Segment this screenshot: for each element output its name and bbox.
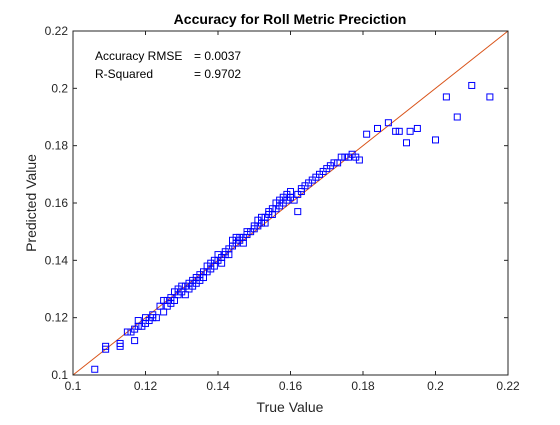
r-squared-value: = 0.9702 <box>194 67 241 81</box>
x-axis-label: True Value <box>257 399 324 415</box>
data-point <box>337 153 345 161</box>
data-point <box>384 119 392 127</box>
data-point <box>91 365 99 373</box>
data-point <box>392 127 400 135</box>
data-point <box>200 268 207 276</box>
data-point <box>102 345 110 353</box>
data-point <box>225 251 233 259</box>
y-tick-label: 0.1 <box>51 368 68 382</box>
data-point <box>403 139 410 147</box>
data-point <box>160 308 168 316</box>
data-point <box>160 296 168 304</box>
chart-title: Accuracy for Roll Metric Preciction <box>174 11 407 27</box>
data-point <box>442 93 450 101</box>
annotation-box: Accuracy RMSE = 0.0037 R-Squared = 0.970… <box>95 49 241 81</box>
y-tick-label: 0.22 <box>45 24 69 38</box>
rmse-label: Accuracy RMSE <box>95 49 182 63</box>
data-point <box>181 291 189 299</box>
y-tick-label: 0.14 <box>45 253 69 267</box>
r-squared-label: R-Squared <box>95 67 153 81</box>
data-point <box>152 314 160 322</box>
y-tick-label: 0.16 <box>45 196 69 210</box>
data-point <box>149 314 157 322</box>
y-axis-ticks: 0.1 0.12 0.14 0.16 0.18 0.2 0.22 <box>45 24 508 382</box>
x-tick-label: 0.12 <box>134 379 158 393</box>
data-point <box>134 317 142 325</box>
data-point <box>123 328 131 336</box>
x-tick-label: 0.18 <box>351 379 375 393</box>
data-point <box>395 127 403 135</box>
data-point <box>294 208 302 216</box>
y-tick-label: 0.12 <box>45 311 69 325</box>
data-point <box>341 153 349 161</box>
data-point <box>116 339 124 347</box>
data-point <box>210 256 218 264</box>
data-point <box>432 136 439 144</box>
data-point <box>243 228 251 236</box>
data-point <box>406 127 414 135</box>
data-point <box>290 196 298 204</box>
data-point <box>171 296 178 304</box>
data-point <box>453 113 461 121</box>
data-point <box>178 282 186 290</box>
rmse-value: = 0.0037 <box>194 49 241 63</box>
reference-line-group <box>72 30 509 376</box>
x-tick-label: 0.22 <box>496 379 520 393</box>
y-axis-label: Predicted Value <box>23 154 39 252</box>
data-point <box>334 159 342 167</box>
data-point <box>250 222 258 230</box>
x-tick-label: 0.1 <box>65 379 82 393</box>
data-point <box>413 124 421 132</box>
data-point <box>468 81 476 89</box>
data-point <box>156 302 164 310</box>
y-tick-label: 0.2 <box>51 81 68 95</box>
data-point <box>486 93 494 101</box>
data-point <box>355 156 363 164</box>
x-tick-label: 0.2 <box>427 379 444 393</box>
data-point <box>268 205 276 213</box>
x-tick-label: 0.14 <box>206 379 230 393</box>
data-point <box>218 259 226 267</box>
y-tick-label: 0.18 <box>45 139 69 153</box>
x-axis-ticks: 0.1 0.12 0.14 0.16 0.18 0.2 0.22 <box>65 31 520 393</box>
data-point <box>287 188 294 196</box>
data-point <box>261 219 269 227</box>
data-point <box>374 124 381 132</box>
reference-line <box>72 30 509 376</box>
data-points <box>91 81 494 373</box>
data-point <box>131 337 139 345</box>
axes-box <box>72 30 509 376</box>
data-point <box>297 188 305 196</box>
data-point <box>330 159 338 167</box>
x-tick-label: 0.16 <box>279 379 303 393</box>
data-point <box>363 130 371 138</box>
data-point <box>258 213 265 221</box>
